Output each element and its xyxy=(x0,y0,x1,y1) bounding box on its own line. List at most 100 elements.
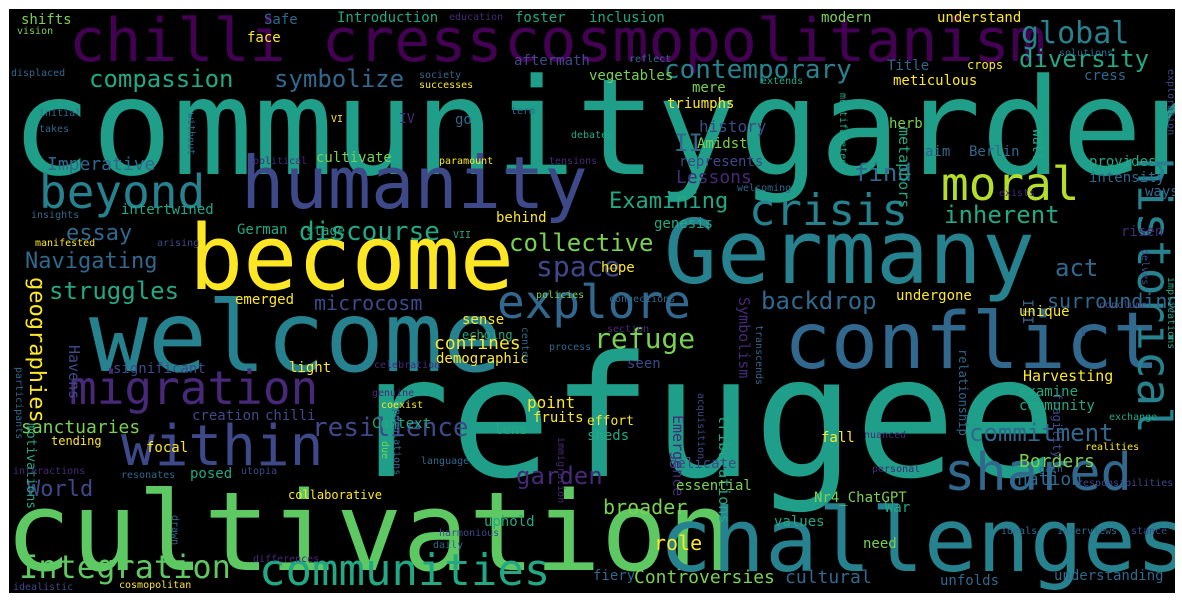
word-chilli: chilli xyxy=(265,408,316,424)
word-collaborative: collaborative xyxy=(288,488,382,502)
word-idealistic: idealistic xyxy=(13,582,74,593)
word-meticulous: meticulous xyxy=(893,73,978,89)
word-cloud: community garden refugee cultivation wel… xyxy=(9,9,1175,593)
word-moral: moral xyxy=(941,157,1080,211)
word-education: education xyxy=(449,12,504,23)
word-havens: Havens xyxy=(65,345,83,400)
word-vii: VII xyxy=(453,230,472,241)
word-language: language xyxy=(421,456,470,467)
word-transcends: transcends xyxy=(753,325,764,386)
word-vision: vision xyxy=(17,26,54,37)
word-struggles: struggles xyxy=(49,277,180,305)
word-garden-small: garden xyxy=(516,462,603,490)
word-act: act xyxy=(1055,254,1099,282)
word-celebration: celebration xyxy=(374,360,441,371)
word-participants: participants xyxy=(13,367,24,440)
word-fruits: fruits xyxy=(533,410,584,426)
word-welcoming: welcoming xyxy=(737,183,792,194)
word-symbolize: symbolize xyxy=(274,65,405,93)
word-surrounding: surrounding xyxy=(1047,289,1175,313)
word-ways: ways xyxy=(1145,184,1175,200)
word-policies: policies xyxy=(536,290,585,301)
word-extends: extends xyxy=(761,76,804,87)
word-manifested: manifested xyxy=(35,238,96,249)
word-go: go xyxy=(455,112,472,128)
word-chilli-cress: chilli cress xyxy=(69,9,503,76)
word-conflict: conflict xyxy=(784,297,1160,387)
word-provides: provides xyxy=(1089,154,1157,170)
word-behind: behind xyxy=(496,210,547,226)
word-tensions: tensions xyxy=(549,156,598,167)
word-safe: Safe xyxy=(264,12,298,28)
word-berlin: Berlin xyxy=(969,144,1020,160)
word-essay: essay xyxy=(66,221,133,246)
word-welcome: welcome xyxy=(89,281,503,395)
word-symbolism: Symbolism xyxy=(735,297,753,379)
word-effort: effort xyxy=(587,414,634,429)
word-unique: unique xyxy=(1019,304,1070,320)
word-delicate: delicate xyxy=(669,456,737,472)
word-reflect: reflect xyxy=(629,54,672,65)
word-significant: significant xyxy=(113,361,206,377)
word-tending: tending xyxy=(51,434,102,448)
word-creation: creation xyxy=(192,408,260,424)
word-aftermath: aftermath xyxy=(514,53,590,69)
word-implications: implications xyxy=(1165,277,1175,350)
word-compassion: compassion xyxy=(89,65,234,93)
word-focal: focal xyxy=(146,440,189,456)
word-arising: arising xyxy=(157,238,200,249)
word-uphold: uphold xyxy=(484,514,535,530)
word-controversies: Controversies xyxy=(634,567,775,588)
word-light: light xyxy=(289,360,332,376)
word-world: World xyxy=(27,477,94,502)
word-demographic: demographic xyxy=(436,351,529,367)
word-ii: II xyxy=(674,129,703,157)
word-refugee: refugee xyxy=(349,320,1058,516)
word-society: society xyxy=(419,70,462,81)
word-foster: foster xyxy=(515,10,566,26)
word-essential: essential xyxy=(676,478,752,494)
word-utopia: utopia xyxy=(241,466,278,477)
word-become: become xyxy=(189,206,515,311)
word-confines: confines xyxy=(434,333,521,354)
word-populations: populations xyxy=(391,409,402,476)
word-fall: fall xyxy=(821,430,855,446)
word-exists: exists xyxy=(999,188,1036,199)
word-undergone: undergone xyxy=(896,288,972,304)
word-paramount: paramount xyxy=(439,156,494,167)
word-vegetables: vegetables xyxy=(589,68,674,84)
word-process: process xyxy=(549,342,592,353)
word-iv: IV xyxy=(399,112,415,127)
word-seen: seen xyxy=(627,356,661,372)
word-microcosm: microcosm xyxy=(314,291,423,315)
word-represents: represents xyxy=(679,154,764,170)
word-contemporary: contemporary xyxy=(664,55,852,85)
word-garden: garden xyxy=(739,50,1175,206)
word-mere: mere xyxy=(692,80,726,96)
word-community-small: community xyxy=(1019,398,1095,414)
word-aim: aim xyxy=(925,144,951,160)
word-german: German xyxy=(237,222,288,238)
word-examine: examine xyxy=(1019,384,1079,400)
word-community: community xyxy=(11,50,738,206)
word-understanding: understanding xyxy=(1054,568,1164,584)
word-collective: collective xyxy=(509,229,654,257)
word-harmonious: harmonious xyxy=(439,528,500,539)
word-risen: risen xyxy=(1121,224,1164,240)
word-crisis: crisis xyxy=(749,185,908,236)
word-understand: understand xyxy=(937,10,1022,26)
word-successes: successes xyxy=(419,80,474,91)
word-echoing: echoing xyxy=(462,328,513,342)
word-sense: sense xyxy=(462,312,505,328)
word-refuge: refuge xyxy=(594,322,696,355)
word-acquisition: acquisition xyxy=(695,393,706,460)
word-immigration: immigration xyxy=(555,437,566,504)
word-values: values xyxy=(774,514,825,530)
word-triumphs: triumphs xyxy=(667,96,735,112)
word-face: face xyxy=(247,30,281,46)
word-drawn: drawn xyxy=(169,515,180,546)
word-commitment: commitment xyxy=(969,419,1114,447)
word-nation: nation xyxy=(1017,469,1083,490)
word-differences: differences xyxy=(253,554,320,565)
word-introduction: Introduction xyxy=(337,10,439,26)
